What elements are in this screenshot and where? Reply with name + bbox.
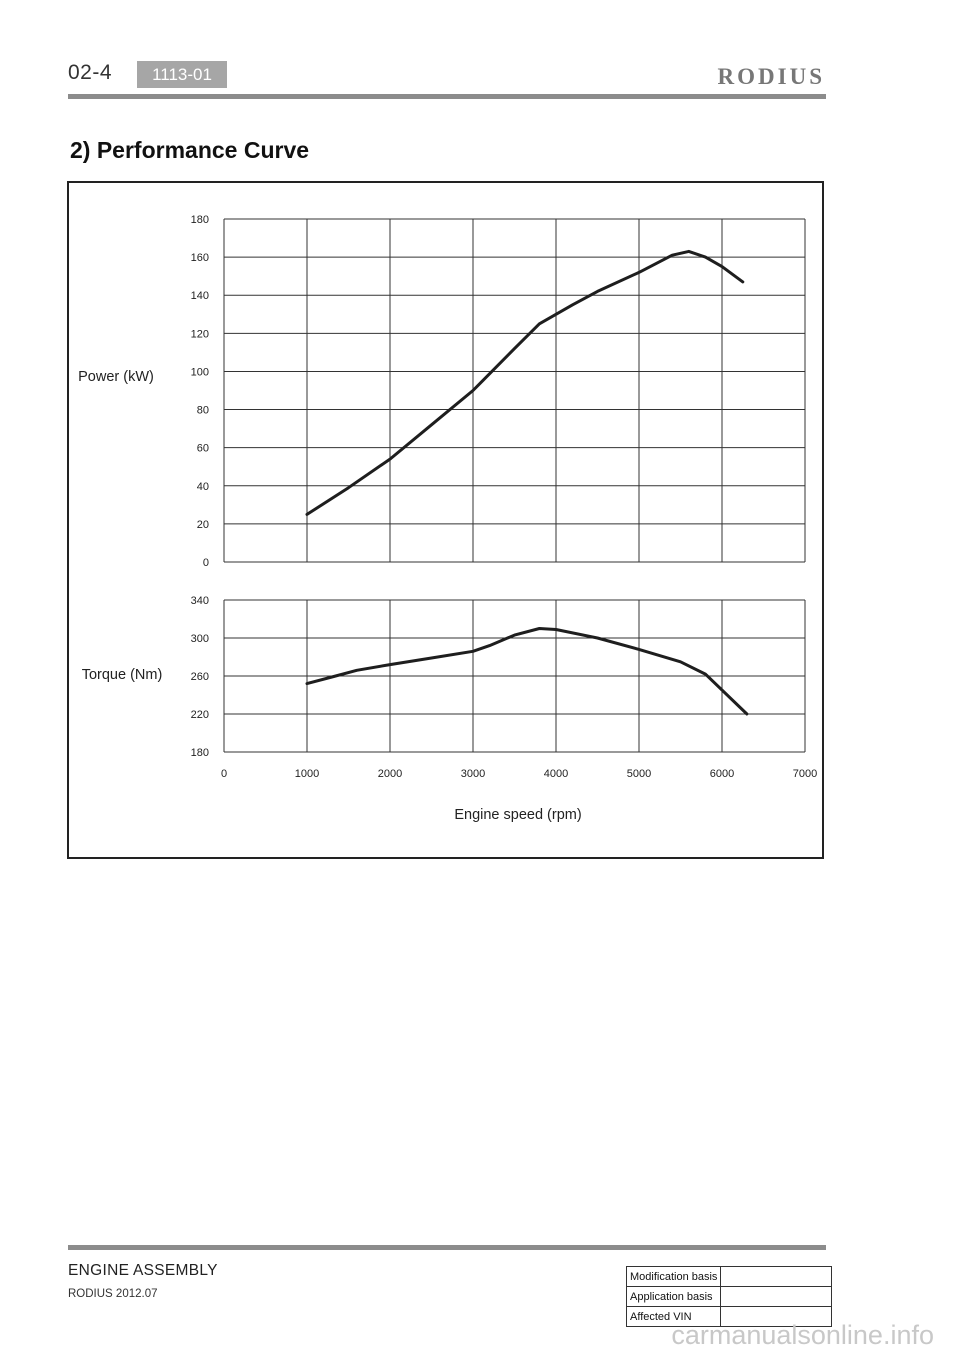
x-tick-label: 3000 bbox=[461, 768, 485, 780]
y-tick-label: 0 bbox=[203, 557, 209, 569]
header-divider bbox=[68, 94, 826, 99]
section-title: 2) Performance Curve bbox=[70, 137, 310, 163]
x-axis-label: Engine speed (rpm) bbox=[454, 807, 581, 823]
basis-row: Affected VIN bbox=[625, 1306, 833, 1327]
y-tick-label: 260 bbox=[191, 671, 209, 683]
x-tick-label: 1000 bbox=[295, 768, 319, 780]
y-tick-label: 120 bbox=[191, 328, 209, 340]
footer-divider bbox=[68, 1245, 826, 1250]
basis-label: Modification basis bbox=[625, 1266, 722, 1287]
y-tick-label: 220 bbox=[191, 709, 209, 721]
basis-row: Modification basis bbox=[625, 1266, 833, 1287]
y-tick-label: 180 bbox=[191, 214, 209, 226]
power-axis-label: Power (kW) bbox=[78, 369, 154, 385]
y-tick-label: 160 bbox=[191, 252, 209, 264]
basis-value bbox=[720, 1266, 833, 1287]
y-tick-label: 300 bbox=[191, 633, 209, 645]
basis-value bbox=[720, 1306, 833, 1327]
page-number: 02-4 bbox=[68, 61, 113, 84]
y-tick-label: 180 bbox=[191, 747, 209, 759]
y-tick-label: 340 bbox=[191, 595, 209, 607]
footer-model-date: RODIUS 2012.07 bbox=[68, 1288, 158, 1300]
y-tick-label: 20 bbox=[197, 519, 209, 531]
y-tick-label: 80 bbox=[197, 405, 209, 417]
basis-label: Application basis bbox=[625, 1286, 722, 1307]
footer-section-name: ENGINE ASSEMBLY bbox=[68, 1262, 218, 1279]
torque-curve-line bbox=[305, 627, 749, 716]
y-tick-label: 100 bbox=[191, 366, 209, 378]
section-code-badge: 1113-01 bbox=[137, 61, 227, 88]
x-tick-label: 6000 bbox=[710, 768, 734, 780]
basis-table: Modification basis Application basis Aff… bbox=[625, 1266, 833, 1327]
x-tick-label: 4000 bbox=[544, 768, 568, 780]
basis-row: Application basis bbox=[625, 1286, 833, 1307]
torque-axis-label: Torque (Nm) bbox=[82, 667, 163, 683]
y-tick-label: 60 bbox=[197, 443, 209, 455]
x-tick-label: 5000 bbox=[627, 768, 651, 780]
y-tick-label: 140 bbox=[191, 290, 209, 302]
x-tick-label: 2000 bbox=[378, 768, 402, 780]
basis-value bbox=[720, 1286, 833, 1307]
brand-logo: RODIUS bbox=[717, 64, 825, 89]
power-curve-line bbox=[305, 249, 745, 516]
basis-label: Affected VIN bbox=[625, 1306, 722, 1327]
x-tick-label: 7000 bbox=[793, 768, 817, 780]
chart-frame bbox=[67, 181, 824, 859]
x-tick-label: 0 bbox=[221, 768, 227, 780]
y-tick-label: 40 bbox=[197, 481, 209, 493]
watermark: carmanualsonline.info bbox=[671, 1320, 934, 1350]
